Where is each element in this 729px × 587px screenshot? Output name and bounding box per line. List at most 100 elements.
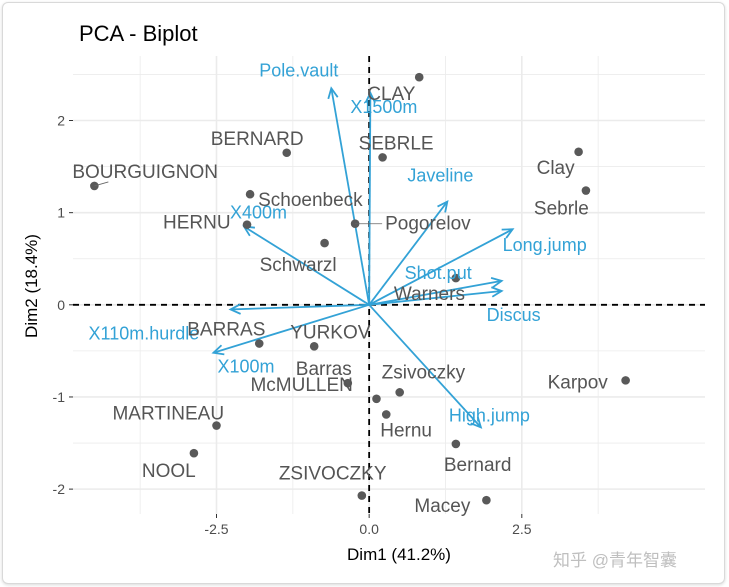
arrow-x110m-hurdle: [228, 303, 370, 315]
point-label-barras: Barras: [296, 359, 352, 380]
point-clay: [414, 72, 424, 82]
point-barras: [343, 378, 353, 388]
arrow-head: [327, 86, 339, 100]
point-label-bernard: Bernard: [444, 455, 512, 476]
point-label-karpov: Karpov: [548, 372, 609, 393]
arrow-head: [228, 303, 241, 315]
point-labels: Pole.vault X1500m X400m Javeline Long.jump Sh…: [72, 60, 608, 517]
arrow-head: [437, 199, 449, 213]
arrow-shaft: [368, 201, 449, 306]
arrow-javeline: [368, 199, 449, 306]
arrow-shaft: [230, 303, 370, 311]
arrow-head: [490, 277, 504, 289]
point-label-clay: Clay: [537, 158, 576, 179]
arrow-long-jump: [368, 228, 515, 306]
point-label-schwarzl: Schwarzl: [260, 255, 337, 276]
arrow-discus: [369, 286, 504, 306]
point-clay: [574, 147, 583, 157]
point-label-barras: BARRAS: [187, 320, 265, 341]
arrow-high-jump: [368, 304, 483, 429]
arrow-shaft: [213, 303, 370, 354]
x-axis-title: Dim1 (41.2%): [347, 545, 451, 564]
arrow-shot-put: [368, 277, 504, 306]
point-label-zsivoczky: Zsivoczky: [382, 362, 466, 383]
variable-label-high-jump: High.jump: [449, 405, 530, 425]
variable-label-x100m: X100m: [217, 357, 274, 377]
variable-label-javeline: Javeline: [407, 166, 473, 186]
point-yurkov: [309, 341, 319, 351]
label-leader: [94, 181, 109, 187]
point-label-nool: NOOL: [142, 461, 196, 482]
point-sebrle: [581, 186, 591, 195]
point-label-yurkov: YURKOV: [290, 322, 371, 343]
point-schoenbeck: [245, 189, 255, 199]
arrow-head: [211, 344, 225, 356]
point-martineau: [212, 421, 221, 430]
point-label-bernard: BERNARD: [211, 129, 304, 150]
x-tick-label: 2.5: [512, 521, 532, 537]
point-nool: [189, 448, 199, 458]
arrow-shaft: [368, 304, 482, 428]
point-warners: [451, 273, 461, 283]
axis-layer: -2 -1 0 1 2 -2.5 0.0 2.5: [53, 113, 532, 537]
variable-label-shot-put: Shot.put: [405, 263, 472, 283]
point-schwarzl: [320, 238, 329, 248]
point-label-hernu: Hernu: [380, 420, 432, 441]
point-label-clay: CLAY: [367, 84, 416, 105]
arrow-head: [364, 90, 376, 104]
point-mcmullen: [372, 394, 381, 404]
point-label-hernu: HERNU: [163, 213, 231, 234]
arrow-head: [491, 286, 504, 298]
arrow-pole-vault: [327, 86, 371, 305]
y-tick-label: 0: [57, 297, 65, 313]
point-label-sebrle: SEBRLE: [359, 133, 434, 154]
point-karpov: [621, 376, 630, 385]
chart-title: PCA - Biplot: [79, 21, 198, 46]
arrow-x1500m: [364, 90, 376, 305]
point-bernard: [451, 439, 461, 449]
point-sebrle: [378, 153, 387, 162]
point-zsivoczky: [357, 491, 367, 500]
point-barras: [254, 339, 264, 348]
point-label-martineau: MARTINEAU: [112, 404, 224, 425]
arrow-head: [470, 416, 483, 429]
point-hernu: [242, 220, 252, 229]
biplot-chart: Pole.vault X1500m X400m Javeline Long.jump Sh…: [22, 21, 705, 570]
x-tick-label: 0.0: [359, 521, 379, 537]
arrow-x100m: [211, 303, 370, 356]
arrow-shaft: [369, 290, 502, 306]
arrow-shaft: [368, 228, 514, 306]
point-bernard: [282, 148, 292, 158]
point-label-warners: Warners: [394, 284, 465, 305]
variable-label-x1500m: X1500m: [350, 97, 417, 117]
y-axis-title: Dim2 (18.4%): [22, 234, 41, 338]
variable-label-pole-vault: Pole.vault: [259, 60, 338, 80]
point-label-macey: Macey: [414, 496, 470, 517]
point-label-bourguignon: BOURGUIGNON: [72, 162, 218, 183]
point-label-schoenbeck: Schoenbeck: [258, 190, 363, 211]
grid-layer: [73, 56, 705, 514]
variable-label-long-jump: Long.jump: [503, 235, 587, 255]
y-tick-label: -2: [53, 481, 66, 497]
individual-points: [90, 72, 630, 505]
point-label-mcmullen: McMULLEN: [250, 375, 352, 396]
variable-label-discus: Discus: [487, 305, 541, 325]
x-tick-label: -2.5: [204, 521, 228, 537]
variable-label-x110m-hurdle: X110m.hurdle: [89, 323, 200, 343]
y-tick-label: 1: [57, 205, 65, 221]
variable-label-x400m: X400m: [230, 202, 287, 222]
point-label-pogorelov: Pogorelov: [385, 214, 471, 235]
point-hernu: [381, 410, 391, 419]
point-label-sebrle: Sebrle: [534, 199, 589, 220]
arrow-head: [501, 228, 515, 239]
arrow-shaft: [243, 225, 370, 306]
variable-arrows: [211, 86, 515, 429]
arrow-shaft: [368, 92, 372, 305]
watermark: 知乎 @青年智囊: [553, 551, 677, 570]
reference-lines: [73, 56, 705, 514]
point-label-zsivoczky: ZSIVOCZKY: [279, 464, 387, 485]
y-tick-label: 2: [57, 113, 65, 129]
point-zsivoczky: [395, 388, 404, 397]
arrow-shaft: [330, 88, 371, 305]
